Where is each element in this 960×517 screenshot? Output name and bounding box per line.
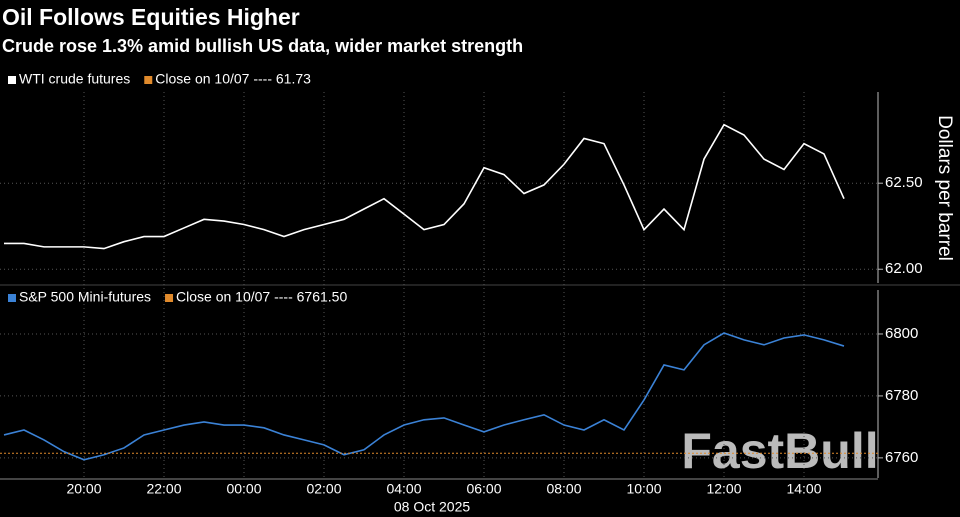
series-line (3, 332, 845, 461)
legend-label: Close on 10/07 ---- 61.73 (155, 71, 311, 87)
x-tick-label: 08:00 (546, 481, 581, 497)
y-tick-label: 62.50 (885, 174, 923, 191)
x-tick-label: 00:00 (226, 481, 261, 497)
y-tick-label: 62.00 (885, 260, 923, 277)
x-tick-label: 10:00 (626, 481, 661, 497)
series-line (4, 123, 845, 250)
y-axis-title: Dollars per barrel (934, 115, 955, 261)
x-tick-label: 22:00 (146, 481, 181, 497)
watermark: FastBull (681, 423, 878, 479)
legend-swatch (8, 76, 16, 84)
x-tick-label: 06:00 (466, 481, 501, 497)
legend-swatch (165, 294, 174, 302)
legend-label: WTI crude futures (19, 71, 130, 87)
chart-subtitle: Crude rose 1.3% amid bullish US data, wi… (2, 36, 523, 56)
legend-label: Close on 10/07 ---- 6761.50 (176, 289, 347, 305)
x-tick-label: 04:00 (386, 481, 421, 497)
legend-label: S&P 500 Mini-futures (19, 289, 151, 305)
x-tick-label: 20:00 (66, 481, 101, 497)
x-tick-label: 12:00 (706, 481, 741, 497)
legend-swatch (144, 76, 153, 84)
x-axis-title: 08 Oct 2025 (394, 499, 470, 515)
y-tick-label: 6760 (885, 449, 918, 466)
x-tick-label: 02:00 (306, 481, 341, 497)
x-tick-label: 14:00 (786, 481, 821, 497)
chart-title: Oil Follows Equities Higher (2, 4, 300, 30)
y-tick-label: 6780 (885, 387, 918, 404)
y-tick-label: 6800 (885, 325, 918, 342)
legend-swatch (8, 294, 16, 302)
